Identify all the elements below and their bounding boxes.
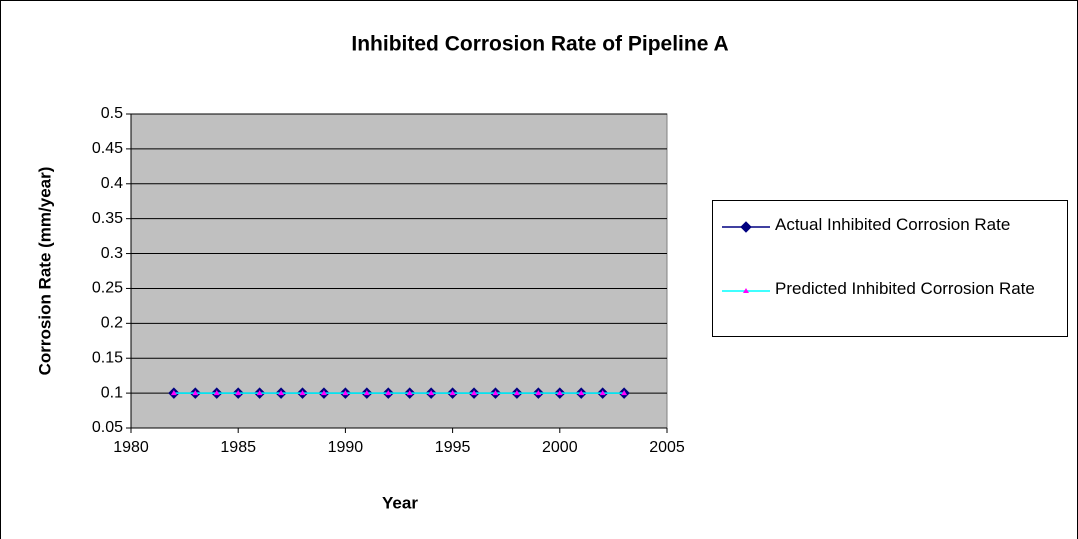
y-tick-label: 0.4: [101, 175, 123, 192]
point: [278, 390, 285, 396]
y-tick-label: 0.45: [92, 140, 123, 157]
y-tick-label: 0.2: [101, 315, 123, 332]
point: [406, 390, 413, 396]
x-tick-label: 1980: [113, 439, 149, 456]
point: [363, 390, 370, 396]
point: [449, 390, 456, 396]
x-tick-label: 1985: [220, 439, 256, 456]
y-tick-label: 0.25: [92, 280, 123, 297]
point: [256, 390, 263, 396]
chart-title: Inhibited Corrosion Rate of Pipeline A: [351, 33, 728, 56]
y-tick-label: 0.5: [101, 105, 123, 122]
y-tick-label: 0.35: [92, 210, 123, 227]
x-axis-label: Year: [382, 493, 418, 512]
point: [471, 390, 478, 396]
point: [320, 390, 327, 396]
y-tick-label: 0.1: [101, 384, 123, 401]
legend-label: Actual Inhibited Corrosion Rate: [775, 215, 1011, 234]
legend-box: [712, 200, 1068, 337]
point: [599, 390, 606, 396]
point: [385, 390, 392, 396]
point: [492, 390, 499, 396]
point: [342, 390, 349, 396]
legend-label: Predicted Inhibited Corrosion Rate: [775, 279, 1035, 298]
x-tick-label: 2000: [542, 439, 578, 456]
point: [235, 390, 242, 396]
y-tick-label: 0.3: [101, 245, 123, 262]
point: [535, 390, 542, 396]
point: [556, 390, 563, 396]
point: [513, 390, 520, 396]
point: [299, 390, 306, 396]
x-tick-label: 2005: [649, 439, 685, 456]
point: [428, 390, 435, 396]
y-tick-label: 0.05: [92, 419, 123, 436]
point: [192, 390, 199, 396]
point: [578, 390, 585, 396]
legend-marker: [743, 288, 749, 293]
x-tick-label: 1995: [435, 439, 471, 456]
y-axis-label: Corrosion Rate (mm/year): [35, 167, 54, 376]
point: [213, 390, 220, 396]
legend-marker: [740, 221, 752, 233]
plot-area: [130, 113, 668, 429]
x-tick-label: 1990: [328, 439, 364, 456]
point: [170, 390, 177, 396]
point: [621, 390, 628, 396]
y-tick-label: 0.15: [92, 349, 123, 366]
